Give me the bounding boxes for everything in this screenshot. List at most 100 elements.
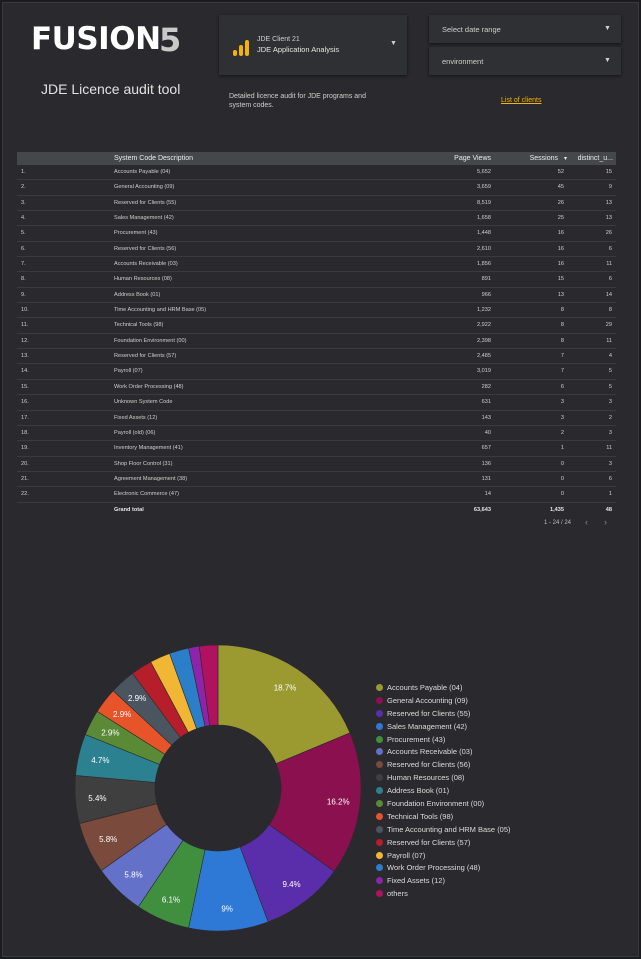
column-header-sessions[interactable]: Sessions <box>529 155 558 162</box>
legend-swatch <box>376 748 383 756</box>
page-views-value: 1,658 <box>477 215 491 222</box>
page-views-value: 631 <box>481 399 491 406</box>
environment-selector[interactable]: environment ▼ <box>429 47 621 75</box>
page-views-value: 2,398 <box>477 337 491 344</box>
table-row[interactable]: 6. Reserved for Clients (56) 2,610 16 6 <box>17 242 616 258</box>
dropdown-caret-icon: ▼ <box>604 25 611 32</box>
page-views-value: 657 <box>481 445 491 452</box>
distinct-users-value: 29 <box>605 322 612 329</box>
row-index: 7. <box>21 261 26 268</box>
row-index: 19. <box>21 445 29 452</box>
legend-label: Human Resources (08) <box>387 773 465 783</box>
system-code-name: Payroll (old) (06) <box>114 429 156 436</box>
distinct-users-value: 11 <box>606 261 612 268</box>
column-header-page-views[interactable]: Page Views <box>454 155 491 162</box>
table-row[interactable]: 7. Accounts Receivable (03) 1,856 16 11 <box>17 257 616 273</box>
system-code-name: Foundation Environment (00) <box>114 337 187 344</box>
table-row[interactable]: 20. Shop Floor Control (31) 136 0 3 <box>17 457 616 472</box>
sessions-value: 7 <box>560 353 564 360</box>
table-row[interactable]: 8. Human Resources (08) 891 15 6 <box>17 272 616 288</box>
legend-swatch <box>376 838 383 846</box>
table-row[interactable]: 3. Reserved for Clients (55) 8,519 26 13 <box>17 196 616 212</box>
system-code-name: Procurement (43) <box>114 230 158 237</box>
legend-label: Time Accounting and HRM Base (05) <box>387 824 511 834</box>
next-page-icon[interactable]: › <box>604 517 607 527</box>
sessions-value: 52 <box>557 169 564 175</box>
system-code-name: Reserved for Clients (57) <box>114 353 177 360</box>
page-views-value: 143 <box>481 414 491 421</box>
system-code-name: Work Order Processing (48) <box>114 383 184 390</box>
legend-swatch <box>376 709 383 717</box>
page-views-value: 282 <box>481 383 491 390</box>
table-row[interactable]: 14. Payroll (07) 3,019 7 5 <box>17 364 616 380</box>
distinct-users-value: 9 <box>608 184 612 191</box>
row-index: 22. <box>21 491 29 498</box>
system-code-name: Unknown System Code <box>114 399 173 406</box>
slice-percent-label: 2.9% <box>128 694 146 703</box>
grand-total-label: Grand total <box>114 506 144 513</box>
slice-percent-label: 4.7% <box>91 756 109 765</box>
grand-total-sessions: 1,435 <box>550 506 564 513</box>
table-row[interactable]: 16. Unknown System Code 631 3 3 <box>17 395 616 411</box>
legend-swatch <box>376 774 383 782</box>
legend-label: Payroll (07) <box>387 850 426 860</box>
system-code-name: Fixed Assets (12) <box>114 414 158 421</box>
dropdown-caret-icon: ▼ <box>390 40 397 47</box>
table-row[interactable]: 2. General Accounting (09) 3,659 45 9 <box>17 180 616 196</box>
legend-label: Reserved for Clients (55) <box>387 708 471 718</box>
table-row[interactable]: 21. Agreement Management (38) 131 0 6 <box>17 472 616 488</box>
table-row[interactable]: 17. Fixed Assets (12) 143 3 2 <box>17 411 616 426</box>
table-row[interactable]: 13. Reserved for Clients (57) 2,485 7 4 <box>17 349 616 365</box>
data-source-selector[interactable]: JDE Client 21 JDE Application Analysis ▼ <box>219 15 407 75</box>
system-code-name: Agreement Management (38) <box>114 475 188 482</box>
legend-swatch <box>376 812 383 820</box>
page-views-value: 3,019 <box>477 368 491 375</box>
table-row[interactable]: 11. Technical Tools (98) 2,922 8 29 <box>17 318 616 334</box>
table-row[interactable]: 15. Work Order Processing (48) 282 6 5 <box>17 380 616 396</box>
legend-label: Foundation Environment (00) <box>387 799 485 809</box>
column-header-description[interactable]: System Code Description <box>114 155 193 162</box>
table-row[interactable]: 22. Electronic Commerce (47) 14 0 1 <box>17 487 616 503</box>
table-row[interactable]: 19. Inventory Management (41) 657 1 11 <box>17 441 616 457</box>
legend-label: Technical Tools (98) <box>387 811 454 821</box>
prev-page-icon[interactable]: ‹ <box>585 517 588 527</box>
date-range-selector[interactable]: Select date range ▼ <box>429 15 621 43</box>
donut-hole <box>155 725 281 851</box>
slice-percent-label: 16.2% <box>327 798 350 807</box>
table-row[interactable]: 4. Sales Management (42) 1,658 25 13 <box>17 211 616 227</box>
slice-percent-label: 18.7% <box>274 683 297 692</box>
legend-swatch <box>376 864 383 872</box>
legend-label: Procurement (43) <box>387 734 446 744</box>
row-index: 3. <box>21 199 26 206</box>
row-index: 17. <box>21 414 29 421</box>
column-header-distinct-users[interactable]: distinct_u... <box>577 155 613 162</box>
row-index: 12. <box>21 337 29 344</box>
table-row[interactable]: 5. Procurement (43) 1,448 16 26 <box>17 226 616 242</box>
sessions-value: 2 <box>560 429 564 436</box>
system-code-table: System Code Description Page Views Sessi… <box>17 152 616 518</box>
legend-swatch <box>376 825 383 833</box>
system-code-name: Payroll (07) <box>114 368 143 375</box>
row-index: 21. <box>21 475 29 482</box>
system-code-name: Sales Management (42) <box>114 215 174 222</box>
row-index: 1. <box>21 169 26 175</box>
table-row[interactable]: 1. Accounts Payable (04) 5,652 52 15 <box>17 165 616 181</box>
table-row[interactable]: 10. Time Accounting and HRM Base (05) 1,23… <box>17 303 616 319</box>
legend-label: Address Book (01) <box>387 786 450 796</box>
row-index: 2. <box>21 184 26 191</box>
table-row[interactable]: 12. Foundation Environment (00) 2,398 8 11 <box>17 334 616 350</box>
slice-percent-label: 5.8% <box>124 871 142 880</box>
table-row[interactable]: 18. Payroll (old) (06) 40 2 3 <box>17 426 616 442</box>
distinct-users-value: 4 <box>608 353 612 360</box>
sessions-value: 8 <box>560 307 564 314</box>
page-views-value: 966 <box>481 291 491 298</box>
list-of-clients-link[interactable]: List of clients <box>501 97 542 104</box>
table-row[interactable]: 9. Address Book (01) 966 13 14 <box>17 288 616 304</box>
system-code-name: Technical Tools (98) <box>114 322 164 329</box>
distinct-users-value: 5 <box>608 368 612 375</box>
distinct-users-value: 11 <box>606 445 612 452</box>
distinct-users-value: 6 <box>608 475 612 482</box>
report-description: Detailed licence audit for JDE programs … <box>229 93 366 109</box>
slice-percent-label: 2.9% <box>113 710 131 719</box>
